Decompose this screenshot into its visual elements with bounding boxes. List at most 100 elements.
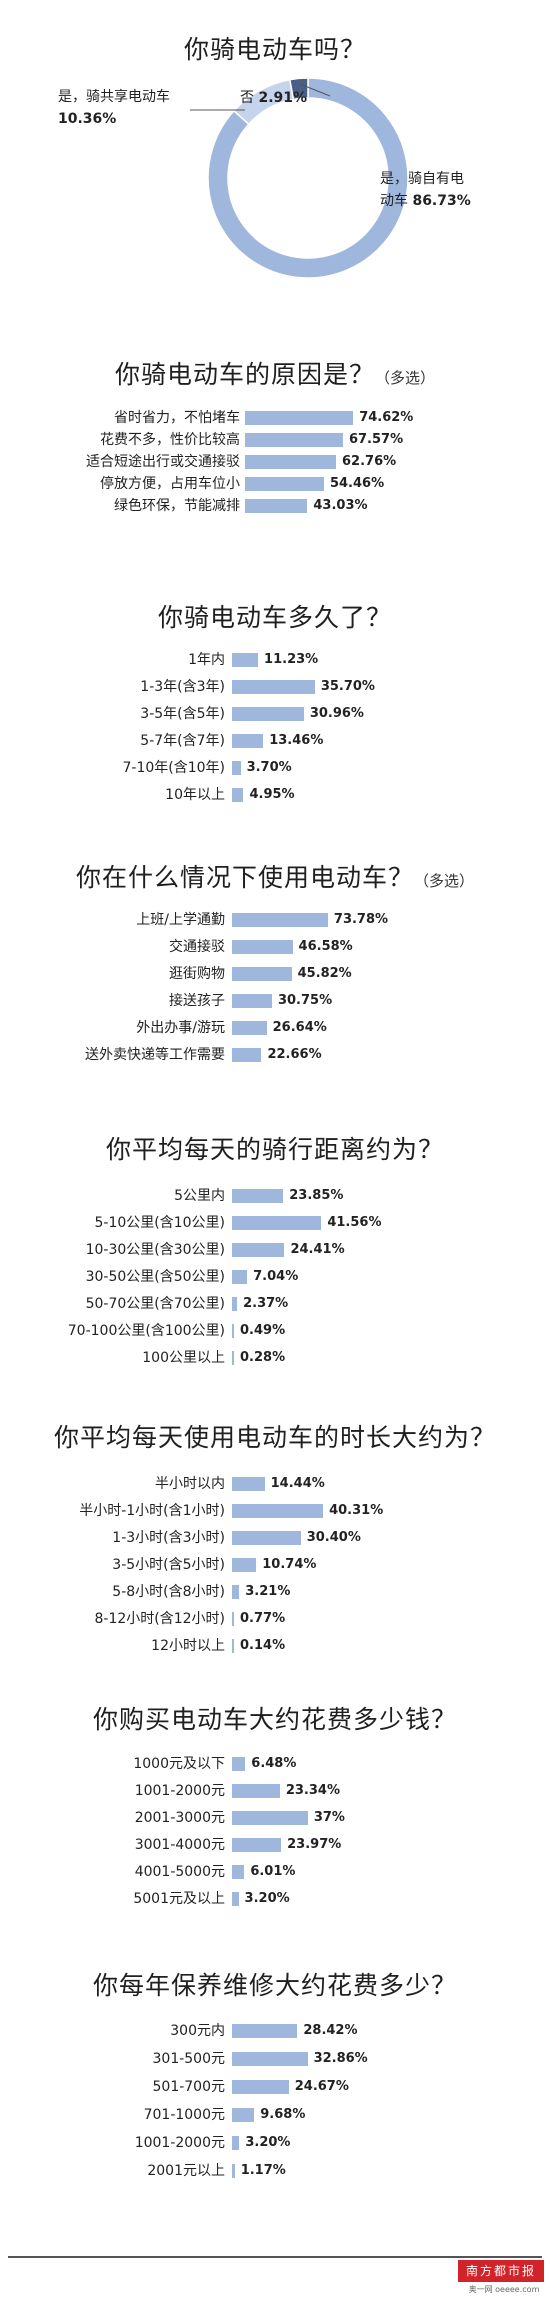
category-label: 70-100公里(含100公里) bbox=[67, 1323, 225, 1339]
bar bbox=[232, 761, 241, 775]
value-label: 73.78% bbox=[333, 912, 389, 927]
chart-title-text: 你购买电动车大约花费多少钱？ bbox=[92, 1705, 457, 1734]
category-label: 外出办事/游玩 bbox=[136, 1020, 225, 1036]
value-label: 37% bbox=[313, 1810, 345, 1825]
value-label: 22.66% bbox=[267, 1047, 322, 1062]
value-label: 23.34% bbox=[285, 1783, 340, 1798]
value-label: 2.37% bbox=[243, 1296, 289, 1311]
category-label: 701-1000元 bbox=[143, 2107, 225, 2123]
bar-row: 701-1000元 9.68% bbox=[0, 2105, 550, 2125]
bar-row: 半小时以内 14.44% bbox=[0, 1474, 550, 1494]
newspaper-logo-sub: 奥一网 oeeee.com bbox=[468, 2285, 540, 2294]
bar-row: 4001-5000元 6.01% bbox=[0, 1862, 550, 1882]
chart-title: 你在什么情况下使用电动车？（多选） bbox=[0, 858, 550, 894]
bar-row: 送外卖快递等工作需要 22.66% bbox=[0, 1045, 550, 1065]
bar-row: 1001-2000元 3.20% bbox=[0, 2133, 550, 2153]
chart-title: 你平均每天的骑行距离约为？ bbox=[0, 1130, 550, 1166]
category-label: 半小时以内 bbox=[155, 1476, 225, 1492]
value-label: 46.58% bbox=[298, 939, 353, 954]
chart-title-note: （多选） bbox=[375, 369, 436, 387]
chart-title: 你平均每天使用电动车的时长大约为？ bbox=[0, 1418, 550, 1454]
bar bbox=[232, 707, 304, 721]
category-label: 半小时-1小时(含1小时) bbox=[79, 1503, 225, 1519]
value-label: 45.82% bbox=[297, 966, 352, 981]
value-label: 10.74% bbox=[262, 1557, 317, 1572]
value-label: 7.04% bbox=[253, 1269, 299, 1284]
chart-title: 你骑电动车多久了？ bbox=[0, 598, 550, 634]
value-label: 11.23% bbox=[264, 652, 319, 667]
bar bbox=[232, 1504, 324, 1518]
bar-row: 半小时-1小时(含1小时) 40.31% bbox=[0, 1501, 550, 1521]
value-label: 41.56% bbox=[327, 1215, 382, 1230]
value-label: 24.41% bbox=[290, 1242, 345, 1257]
value-label: 30.40% bbox=[306, 1530, 361, 1545]
bar-row: 5公里内 23.85% bbox=[0, 1186, 550, 1206]
bar-row: 100公里以上 0.28% bbox=[0, 1348, 550, 1368]
bar-row: 花费不多，性价比较高 67.57% bbox=[0, 430, 550, 450]
value-label: 3.70% bbox=[246, 760, 292, 775]
bar bbox=[232, 1865, 245, 1879]
category-label: 逛街购物 bbox=[169, 966, 225, 982]
category-label: 5-10公里(含10公里) bbox=[94, 1215, 225, 1231]
donut-label-text: 是，骑自有电 动车 bbox=[380, 171, 464, 209]
bar bbox=[232, 1531, 301, 1545]
chart-title: 你每年保养维修大约花费多少？ bbox=[0, 1966, 550, 2002]
bar bbox=[245, 477, 324, 491]
bar bbox=[245, 499, 308, 513]
donut-label-text: 否 bbox=[240, 90, 254, 106]
bar-row: 2001-3000元 37% bbox=[0, 1808, 550, 1828]
bar bbox=[232, 1351, 234, 1365]
donut-slice-own bbox=[207, 77, 409, 279]
bar-row: 接送孩子 30.75% bbox=[0, 991, 550, 1011]
category-label: 适合短途出行或交通接驳 bbox=[86, 454, 240, 470]
value-label: 23.85% bbox=[289, 1188, 344, 1203]
bar bbox=[232, 1838, 282, 1852]
category-label: 3-5年(含5年) bbox=[140, 706, 225, 722]
category-label: 2001-3000元 bbox=[134, 1810, 225, 1826]
value-label: 40.31% bbox=[329, 1503, 384, 1518]
value-label: 23.97% bbox=[287, 1837, 342, 1852]
category-label: 5-8小时(含8小时) bbox=[112, 1584, 225, 1600]
value-label: 9.68% bbox=[260, 2107, 306, 2122]
bar bbox=[232, 1558, 257, 1572]
bar-row: 3-5年(含5年) 30.96% bbox=[0, 704, 550, 724]
bar bbox=[232, 788, 244, 802]
category-label: 300元内 bbox=[170, 2023, 225, 2039]
value-label: 0.77% bbox=[240, 1611, 286, 1626]
bar bbox=[232, 734, 264, 748]
category-label: 1001-2000元 bbox=[134, 2135, 225, 2151]
bar bbox=[232, 1639, 234, 1653]
bar-row: 301-500元 32.86% bbox=[0, 2049, 550, 2069]
bar bbox=[232, 2164, 235, 2178]
category-label: 50-70公里(含70公里) bbox=[85, 1296, 225, 1312]
value-label: 13.46% bbox=[269, 733, 324, 748]
donut-leader-line bbox=[299, 83, 331, 97]
value-label: 6.01% bbox=[250, 1864, 296, 1879]
bar-row: 7-10年(含10年) 3.70% bbox=[0, 758, 550, 778]
value-label: 3.20% bbox=[245, 2135, 291, 2150]
category-label: 接送孩子 bbox=[169, 993, 225, 1009]
bottom-rule bbox=[8, 2256, 542, 2258]
category-label: 1000元及以下 bbox=[133, 1756, 225, 1772]
bar bbox=[232, 1243, 285, 1257]
bar-row: 1-3小时(含3小时) 30.40% bbox=[0, 1528, 550, 1548]
category-label: 501-700元 bbox=[152, 2079, 226, 2095]
value-label: 4.95% bbox=[249, 787, 295, 802]
category-label: 301-500元 bbox=[152, 2051, 226, 2067]
bar bbox=[232, 653, 259, 667]
value-label: 24.67% bbox=[294, 2079, 349, 2094]
chart-title-text: 你每年保养维修大约花费多少？ bbox=[92, 1971, 457, 2000]
value-label: 35.70% bbox=[320, 679, 375, 694]
bar-row: 2001元以上 1.17% bbox=[0, 2161, 550, 2181]
category-label: 10-30公里(含30公里) bbox=[85, 1242, 225, 1258]
bar bbox=[232, 1784, 280, 1798]
value-label: 32.86% bbox=[313, 2051, 368, 2066]
value-label: 30.96% bbox=[309, 706, 364, 721]
donut-label-value: 2.91% bbox=[258, 90, 308, 106]
bar bbox=[232, 1324, 234, 1338]
bar-row: 5-8小时(含8小时) 3.21% bbox=[0, 1582, 550, 1602]
category-label: 7-10年(含10年) bbox=[122, 760, 225, 776]
donut-label-own: 是，骑自有电 动车 86.73% bbox=[380, 168, 500, 212]
bar-row: 70-100公里(含100公里) 0.49% bbox=[0, 1321, 550, 1341]
bar-row: 上班/上学通勤 73.78% bbox=[0, 910, 550, 930]
